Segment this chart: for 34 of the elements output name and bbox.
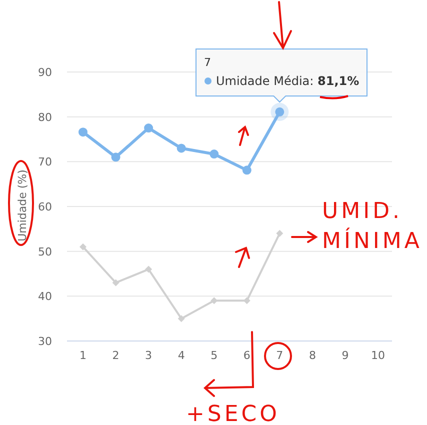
x-tick-label: 5	[210, 349, 218, 362]
y-tick-label: 50	[38, 245, 52, 258]
point	[80, 243, 86, 250]
x-tick-label: 6	[243, 349, 250, 362]
point	[78, 128, 88, 137]
y-tick-label: 40	[38, 290, 52, 304]
x-tick-label: 10	[371, 349, 385, 362]
point	[111, 152, 120, 162]
point	[276, 230, 284, 237]
point	[144, 124, 154, 133]
point	[178, 315, 185, 322]
point	[112, 279, 120, 286]
y-tick-label: 60	[38, 200, 52, 214]
x-tick-label: 4	[178, 349, 185, 362]
point	[243, 297, 250, 304]
point	[242, 166, 252, 175]
x-tick-label: 8	[308, 349, 316, 362]
point	[176, 144, 186, 153]
text: 7	[204, 56, 211, 69]
y-tick-label: 30	[38, 335, 52, 348]
x-tick-label: 7	[276, 349, 284, 362]
y-tick-label: 90	[38, 66, 52, 79]
y-tick-label: 80	[38, 110, 52, 124]
x-tick-label: 9	[342, 349, 349, 362]
y-axis-title: Umidade (%)	[16, 170, 29, 242]
annotation: UMID. MÍNIMA	[322, 199, 422, 254]
y-tick-label: 70	[38, 156, 52, 169]
x-tick-label: 1	[80, 349, 86, 362]
text: +SECO	[186, 402, 280, 425]
point	[145, 266, 152, 273]
x-tick-label: 3	[145, 349, 152, 362]
point	[210, 150, 219, 159]
annotation: Umidade Média: 81,1%	[216, 74, 360, 88]
x-tick-label: 2	[112, 349, 120, 362]
